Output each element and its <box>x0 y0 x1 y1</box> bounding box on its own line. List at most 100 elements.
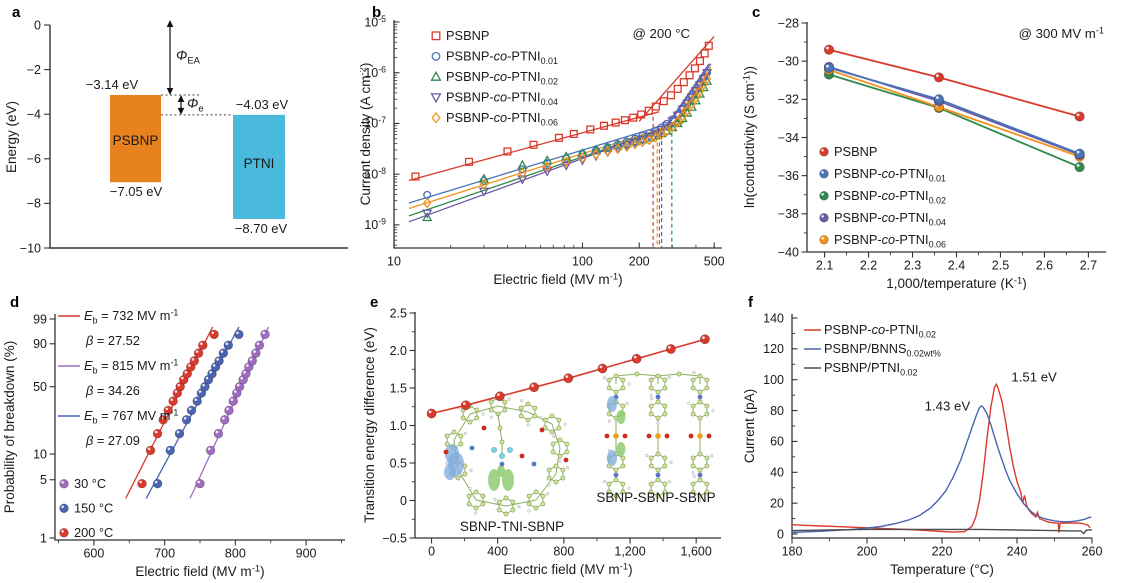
marker-ball-highlight <box>262 331 265 335</box>
panel-d-legend-label: 200 °C <box>74 525 113 540</box>
marker-ball-highlight <box>207 447 211 451</box>
panel-e-transition-energy-chart: 0 400 800 1,200 1,600 −0.5 0 0.5 1.0 1.5 2.0 2.5 Ele… <box>360 290 740 583</box>
marker-ball-highlight <box>935 96 939 100</box>
marker-ball <box>213 428 224 439</box>
marker-ball-highlight <box>821 236 824 240</box>
series-psbnp-ptni0-02 <box>791 528 1093 535</box>
panel-c-canvas: 2.1 2.2 2.3 2.4 2.5 2.6 2.7 −28 −30 −32 −34 −36 −38 −… <box>742 16 1106 291</box>
marker-ball-highlight <box>243 370 246 374</box>
marker-ball <box>224 405 234 416</box>
marker-ball-highlight <box>61 529 64 533</box>
psbnp-block-label: PSBNP <box>113 133 159 148</box>
marker-ball <box>597 363 608 374</box>
marker-ball-highlight <box>160 416 164 420</box>
marker-ball <box>228 396 238 406</box>
panel-c-y-tick-label: −32 <box>778 93 799 107</box>
panel-b-x-tick-label: 500 <box>704 255 725 269</box>
marker-ball-highlight <box>191 358 195 361</box>
marker-ball-highlight <box>188 364 191 367</box>
marker-ball-highlight <box>139 480 142 484</box>
peak-label: 1.43 eV <box>925 399 971 414</box>
marker-square <box>685 71 694 80</box>
panel-d-legend-label: 150 °C <box>74 501 113 516</box>
marker-ball <box>145 445 156 456</box>
panel-e-y-tick-label: 0 <box>400 494 407 508</box>
panel-b-legend: PSBNP PSBNP-co-PTNI0.01 PSBNP-co-PTNI0.02 P… <box>430 28 558 128</box>
panel-f-y-tick-label: 0 <box>777 527 784 541</box>
marker-ball <box>1074 148 1085 159</box>
series-line <box>828 66 1080 156</box>
panel-b-y-tick-label: 10-5 <box>364 14 386 30</box>
marker-triangle-down <box>701 69 713 79</box>
inset-label-sbnp-tni-sbnp: SBNP-TNI-SBNP <box>460 519 564 534</box>
panel-c-y-tick-label: −40 <box>778 245 799 259</box>
marker-diamond <box>657 129 666 141</box>
panel-f-y-tick-label: 40 <box>770 466 784 480</box>
marker-triangle-down <box>644 132 655 142</box>
marker-ball <box>220 415 230 425</box>
panel-e-y-tick-label: 0.5 <box>390 456 407 470</box>
marker-triangle-down <box>542 167 553 177</box>
panel-f-x-tick-label: 180 <box>782 545 803 559</box>
marker-ball <box>186 405 197 416</box>
panel-f-canvas: 180 200 220 240 260 0 20 40 60 80 100 120 140 Tempera… <box>742 311 1103 577</box>
bond-chain <box>497 413 503 454</box>
nitrogen-atom <box>469 445 475 451</box>
panel-c-series <box>823 44 1085 173</box>
panel-d-canvas: 600 700 800 900 1 5 10 50 90 99 Electric field (MV… <box>2 308 345 579</box>
panel-a-y-tick-label: −6 <box>27 152 41 166</box>
marker-ball <box>933 72 945 83</box>
marker-ball-highlight <box>225 342 229 346</box>
panel-b-canvas: 10 100 200 500 10-9 10-8 10-7 10-6 10-5 Electric … <box>358 14 725 288</box>
marker-diamond <box>699 79 708 91</box>
panel-b-y-tick-label: 10-8 <box>364 166 386 182</box>
marker-square <box>695 56 704 66</box>
panel-e-y-tick-label: 2.5 <box>390 306 407 320</box>
nitrogen-atom <box>697 472 703 478</box>
marker-ball <box>137 478 147 489</box>
marker-ball-highlight <box>821 148 824 152</box>
nitrogen-atom <box>655 472 661 478</box>
marker-ball <box>631 353 642 364</box>
orbital-blob-green <box>497 465 505 477</box>
panel-c-y-tick-label: −38 <box>778 207 799 221</box>
marker-ball-highlight <box>1076 163 1080 167</box>
panel-c-y-axis-title: ln(conductivity (S cm-1)) <box>742 66 758 208</box>
marker-triangle-down <box>430 93 442 104</box>
marker-ball-highlight <box>1076 113 1080 117</box>
bond <box>453 413 471 441</box>
marker-square <box>620 116 629 125</box>
marker-triangle-up <box>621 138 632 148</box>
marker-square <box>431 31 441 41</box>
marker-ball-highlight <box>202 383 205 387</box>
panel-b-y-axis-title: Current density (A cm-2) <box>360 63 373 206</box>
panel-b-current-density-chart: 10 100 200 500 10-9 10-8 10-7 10-6 10-5 Electric … <box>358 0 740 295</box>
bond <box>457 469 477 501</box>
marker-ball <box>933 94 945 105</box>
marker-ball <box>152 478 163 489</box>
marker-ball <box>174 428 185 439</box>
panel-e-canvas: 0 400 800 1,200 1,600 −0.5 0 0.5 1.0 1.5 2.0 2.5 Ele… <box>362 306 721 577</box>
panel-e-y-axis-title: Transition energy difference (eV) <box>362 327 377 523</box>
marker-ball-highlight <box>599 365 603 369</box>
marker-ball-highlight <box>230 398 234 401</box>
panel-d-axis-lines <box>54 314 345 541</box>
panel-b-x-axis-title: Electric field (MV m-1) <box>493 272 622 288</box>
marker-ball <box>819 235 829 245</box>
panel-d-y-axis-title: Probability of breakdown (%) <box>2 341 17 514</box>
panel-f-x-tick-label: 260 <box>1082 545 1103 559</box>
panel-f-legend: PSBNP-co-PTNI0.02PSBNP/BNNS0.02wt%PSBNP/… <box>804 322 941 378</box>
bond <box>475 499 507 507</box>
panel-c-x-tick-label: 2.4 <box>948 259 965 273</box>
marker-diamond <box>622 141 632 153</box>
marker-square <box>700 49 709 58</box>
series-psbnp-co-ptni0-06 <box>408 66 712 210</box>
marker-triangle-up <box>561 151 572 161</box>
panel-d-weibull-chart: 600 700 800 900 1 5 10 50 90 99 Electric field (MV… <box>0 290 360 583</box>
panel-c-legend-label: PSBNP-co-PTNI0.04 <box>834 210 946 228</box>
marker-square <box>569 129 578 139</box>
marker-ball-highlight <box>668 346 671 349</box>
panel-f-legend-label: PSBNP-co-PTNI0.02 <box>824 322 936 340</box>
marker-ball-highlight <box>935 74 939 78</box>
marker-square <box>586 125 595 134</box>
